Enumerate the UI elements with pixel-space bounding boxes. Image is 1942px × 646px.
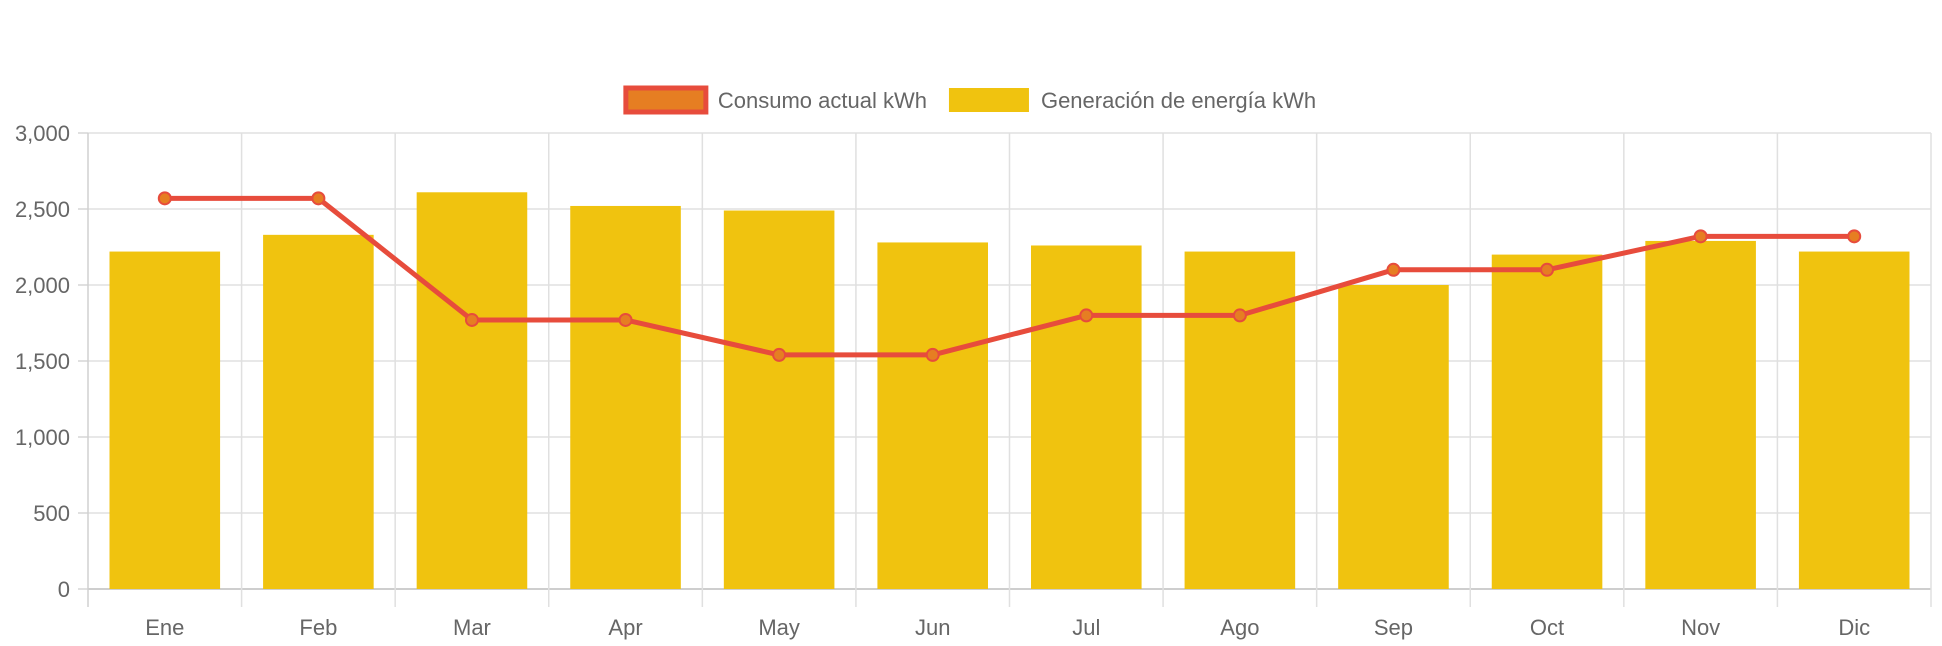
x-tick-label: May [758, 615, 800, 640]
bar-series [109, 192, 1910, 590]
line-point-mar[interactable] [464, 312, 479, 327]
x-tick-label: Nov [1681, 615, 1720, 640]
line-series [157, 191, 1862, 362]
bar-jun[interactable] [877, 242, 988, 589]
bar-feb[interactable] [263, 234, 374, 589]
legend-swatch-generation[interactable] [948, 88, 1029, 112]
line-point-feb[interactable] [311, 191, 326, 206]
line-point-ago[interactable] [1232, 308, 1247, 323]
x-tick-label: Jul [1072, 615, 1100, 640]
x-tick-label: Mar [453, 615, 491, 640]
x-tick-label: Feb [299, 615, 337, 640]
x-tick-label: Apr [608, 615, 642, 640]
legend-label: Generación de energía kWh [1041, 88, 1316, 113]
y-tick-label: 1,000 [15, 425, 70, 450]
bar-ene[interactable] [109, 251, 221, 589]
line-point-jul[interactable] [1079, 308, 1094, 323]
bar-sep[interactable] [1338, 285, 1449, 589]
x-tick-label: Ago [1220, 615, 1259, 640]
consumption-line [164, 195, 1855, 358]
bar-may[interactable] [723, 210, 835, 589]
legend-swatch-consumption[interactable] [623, 85, 709, 115]
bar-oct[interactable] [1491, 254, 1603, 589]
bar-dic[interactable] [1798, 251, 1910, 589]
x-axis: Ene Feb Mar Apr May Jun Jul Ago Sep Oct Nov Dic [145, 615, 1870, 640]
bar-nov[interactable] [1645, 240, 1756, 590]
bar-apr[interactable] [570, 205, 681, 589]
chart-legend[interactable]: Consumo actual kWh Generación de energía … [623, 85, 1316, 115]
y-tick-label: 500 [33, 501, 70, 526]
line-point-jun[interactable] [925, 347, 940, 362]
y-tick-label: 1,500 [15, 349, 70, 374]
line-point-nov[interactable] [1693, 229, 1708, 244]
x-tick-label: Ene [145, 615, 184, 640]
y-tick-label: 2,000 [15, 273, 70, 298]
line-point-sep[interactable] [1386, 262, 1401, 277]
y-tick-label: 3,000 [15, 121, 70, 146]
line-point-dic[interactable] [1847, 229, 1862, 244]
bar-jul[interactable] [1031, 245, 1142, 590]
x-tick-label: Oct [1530, 615, 1564, 640]
bar-ago[interactable] [1184, 251, 1296, 589]
y-axis: 0 500 1,000 1,500 2,000 2,500 3,000 [15, 121, 70, 602]
x-tick-label: Sep [1374, 615, 1413, 640]
x-tick-label: Jun [915, 615, 950, 640]
grid-lines [78, 132, 1932, 607]
x-tick-label: Dic [1838, 615, 1870, 640]
y-tick-label: 2,500 [15, 197, 70, 222]
line-point-ene[interactable] [157, 191, 172, 206]
line-point-apr[interactable] [618, 312, 633, 327]
line-point-may[interactable] [772, 347, 787, 362]
line-point-oct[interactable] [1540, 262, 1555, 277]
bar-mar[interactable] [416, 192, 528, 589]
y-tick-label: 0 [58, 577, 70, 602]
legend-label: Consumo actual kWh [718, 88, 927, 113]
